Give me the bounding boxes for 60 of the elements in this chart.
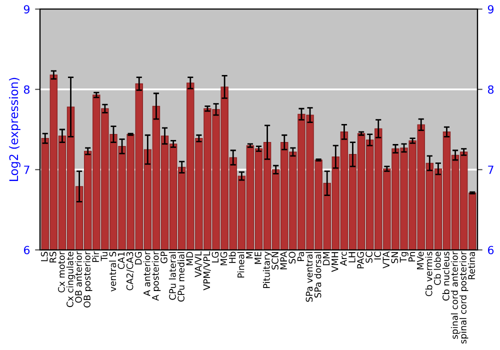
x-tick-label: PAG xyxy=(357,252,364,268)
x-tick-label: CPu medial xyxy=(177,252,184,302)
x-tick-label: Retina xyxy=(468,252,475,280)
y2-tick-label: 8 xyxy=(488,85,494,94)
x-tick-label: Pituitary xyxy=(262,252,272,288)
x-tick-label: SO xyxy=(288,252,296,264)
x-tick-label: Arc xyxy=(340,252,347,266)
x-tick-label: Pineal xyxy=(237,252,244,278)
x-tick-label: OB anterior xyxy=(74,251,82,303)
y-tick-label: 9 xyxy=(24,5,30,14)
x-tick-label: LS xyxy=(40,252,48,262)
x-tick-label: OB posterior xyxy=(83,251,92,308)
x-tick-label: Tg xyxy=(400,252,408,263)
x-tick-label: SPa dorsal xyxy=(314,252,322,298)
x-tick-label: A anterior xyxy=(143,251,150,296)
x-tick-label: IC xyxy=(374,252,381,260)
y2-tick-label: 9 xyxy=(488,5,494,14)
y-axis-title: Log2 (expression) xyxy=(9,78,20,181)
x-tick-label: GP xyxy=(160,252,168,264)
x-tick-label: M xyxy=(246,252,253,258)
y-tick-label: 7 xyxy=(24,166,30,174)
x-tick-label: CA2/CA3 xyxy=(126,252,134,290)
x-tick-label: Cb nucleus xyxy=(442,252,450,301)
x-tick-label: VMH xyxy=(332,252,338,272)
x-tick-label: Cx cingulate xyxy=(66,252,76,308)
x-tick-label: DG xyxy=(134,252,142,264)
x-tick-label: SC xyxy=(366,252,372,263)
x-tick-label: MG xyxy=(220,252,228,266)
x-tick-label: ME xyxy=(254,252,262,264)
x-tick-label: spinal cord anterior xyxy=(450,251,460,339)
x-tick-label: CA1 xyxy=(118,252,125,270)
x-tick-label: Cb vermis xyxy=(425,252,432,296)
y2-tick-label: 7 xyxy=(488,166,494,174)
x-tick-label: VPM/VPL xyxy=(203,251,211,290)
x-tick-label: SCN xyxy=(272,252,278,270)
x-tick-label: Cx motor xyxy=(58,251,65,292)
y-tick-label: 6 xyxy=(24,246,30,254)
x-tick-label: VTA xyxy=(382,251,390,268)
x-tick-label: MPA xyxy=(280,251,287,270)
x-tick-label: Pa xyxy=(297,252,304,261)
x-tick-label: A posterior xyxy=(152,251,161,301)
x-tick-label: Pn xyxy=(408,252,416,262)
x-tick-label: DM xyxy=(323,252,330,266)
y2-tick-label: 6 xyxy=(488,246,494,254)
x-tick-label: ventral S xyxy=(109,252,116,292)
x-tick-label: LH xyxy=(348,252,356,262)
x-tick-label: spinal cord posterior xyxy=(459,251,468,344)
x-tick-label: Pir xyxy=(92,251,99,262)
x-tick-label: MD xyxy=(186,252,193,266)
x-tick-label: MVe xyxy=(417,252,424,270)
x-tick-label: SN xyxy=(391,252,398,264)
x-tick-label: RS xyxy=(49,252,56,262)
x-tick-label: CPu lateral xyxy=(168,252,176,300)
x-tick-label: Hb xyxy=(228,252,236,263)
x-tick-label: VA/VL xyxy=(194,251,202,278)
x-tick-label: Cb lobe xyxy=(434,252,441,286)
x-tick-label: Tu xyxy=(100,252,108,262)
x-tick-label: SPa ventral xyxy=(306,252,313,302)
x-tick-label: LG xyxy=(212,252,219,262)
y-tick-label: 8 xyxy=(24,85,30,94)
